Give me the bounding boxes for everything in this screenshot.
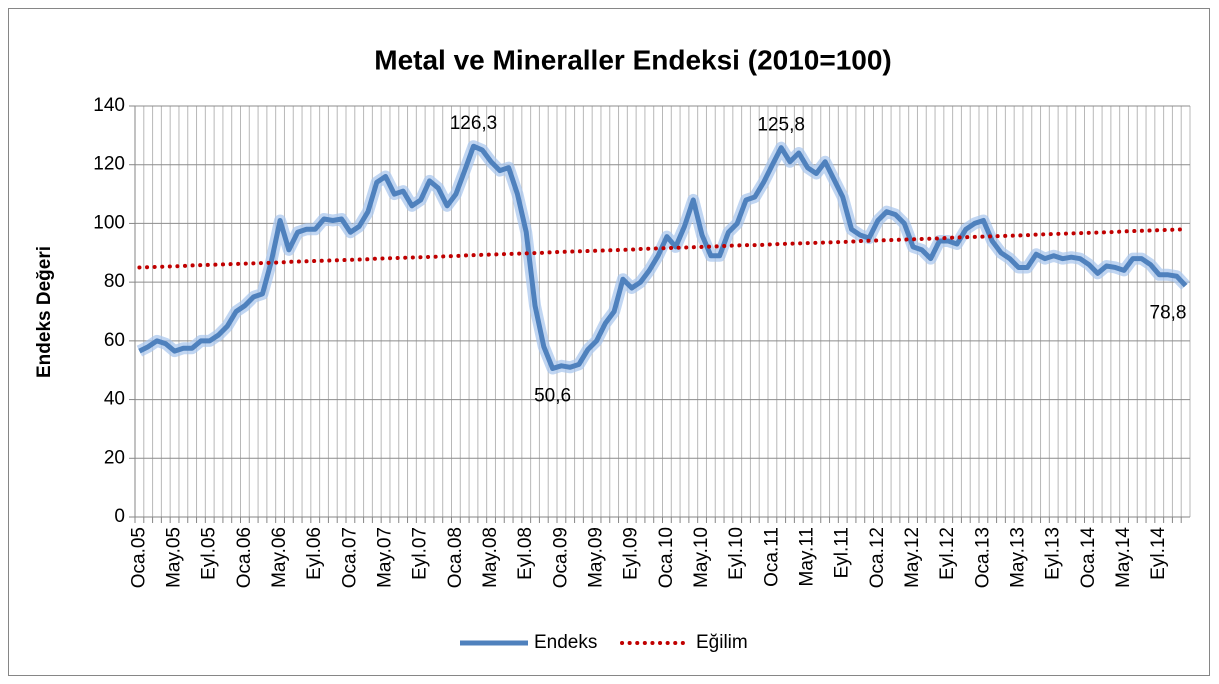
x-tick-label: May.06 [269,527,290,588]
x-tick-label: May.09 [586,527,607,588]
data-label: 126,3 [450,113,498,134]
data-label: 78,8 [1150,303,1187,324]
x-tick-label: Oca.14 [1078,527,1099,589]
y-tick-label: 60 [104,330,125,351]
y-tick-label: 20 [104,447,125,468]
x-tick-label: Eyl.09 [621,527,642,580]
x-tick-label: Eyl.08 [515,527,536,580]
x-tick-label: Oca.10 [656,527,677,588]
x-tick-label: Oca.13 [972,527,993,588]
x-tick-label: May.07 [375,527,396,588]
x-tick-label: May.10 [691,527,712,588]
y-tick-label: 0 [114,506,125,527]
x-tick-label: Oca.06 [234,527,255,588]
x-tick-label: May.05 [164,527,185,588]
x-tick-label: Eyl.05 [199,527,220,580]
x-tick-label: Eyl.13 [1043,527,1064,580]
y-axis-label: Endeks Değeri [34,246,55,378]
x-tick-label: May.13 [1008,527,1029,588]
y-tick-label: 120 [93,154,125,175]
x-tick-label: Eyl.06 [304,527,325,580]
x-tick-label: Oca.12 [867,527,888,588]
legend-label: Endeks [534,632,597,653]
x-tick-label: May.14 [1113,527,1134,588]
legend-label: Eğilim [696,632,748,653]
chart-title: Metal ve Mineraller Endeksi (2010=100) [374,44,892,75]
line [138,143,1188,371]
x-tick-label: Eyl.12 [937,527,958,580]
x-tick-label: Oca.05 [128,527,149,588]
x-tick-label: Eyl.07 [410,527,431,580]
x-tick-label: Oca.08 [445,527,466,588]
x-tick-label: May.11 [797,527,818,587]
x-tick-label: May.08 [480,527,501,588]
y-tick-label: 80 [104,271,125,292]
chart-border [8,8,1210,676]
data-label: 50,6 [534,385,571,406]
x-tick-label: Eyl.10 [726,527,747,580]
data-label: 125,8 [757,115,805,136]
x-tick-label: Oca.11 [761,527,782,587]
x-tick-label: Oca.07 [339,527,360,588]
x-tick-label: Eyl.14 [1148,527,1169,580]
x-tick-label: May.12 [902,527,923,588]
trend-line [137,227,1188,270]
x-tick-label: Eyl.11 [832,527,853,578]
x-tick-label: Oca.09 [550,527,571,588]
y-tick-label: 140 [93,95,125,116]
y-tick-label: 100 [93,212,125,233]
y-tick-label: 40 [104,389,125,410]
